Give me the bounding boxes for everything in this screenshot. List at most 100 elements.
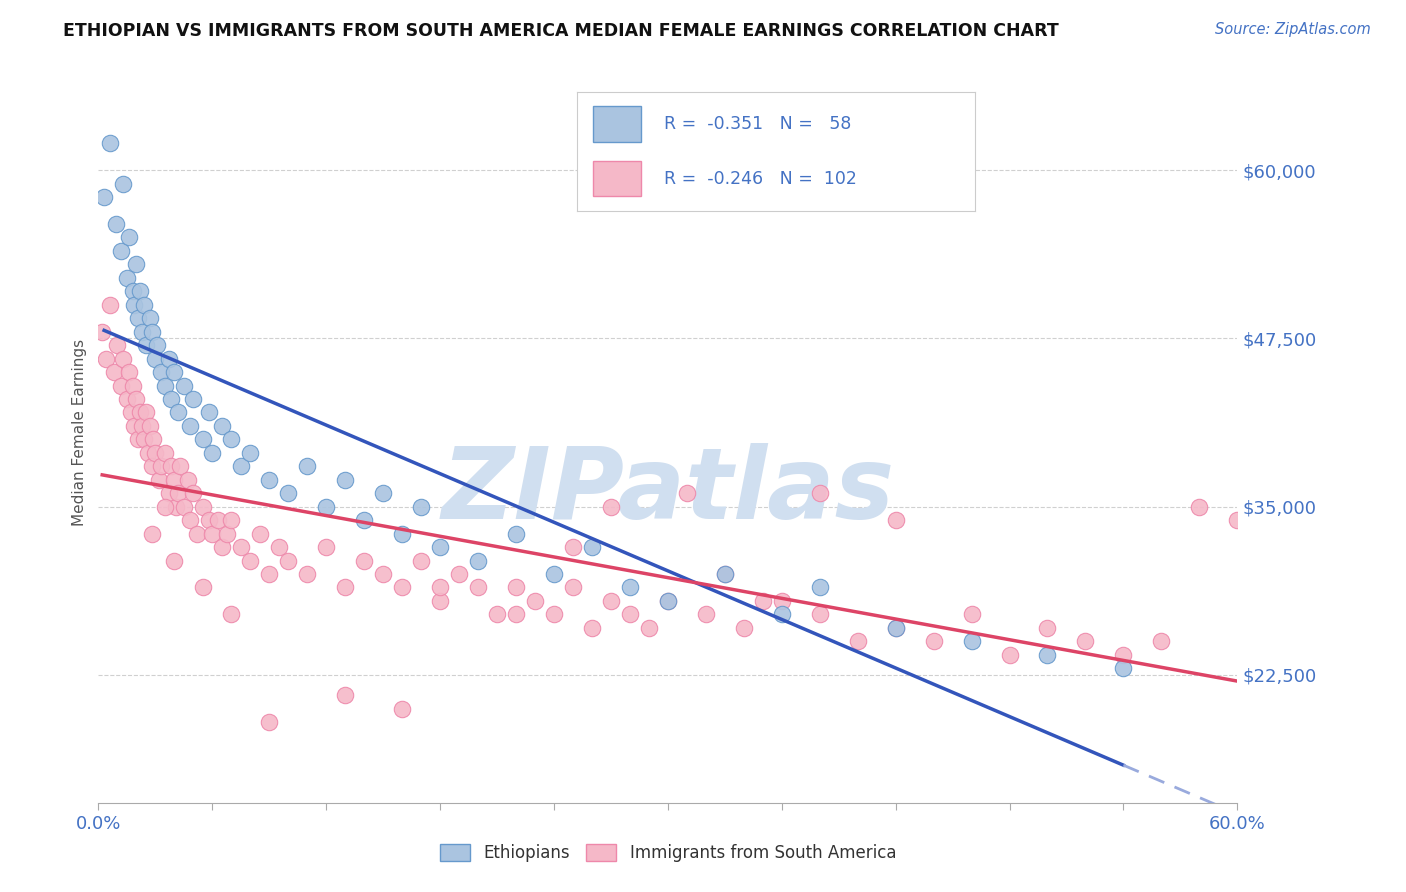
Point [124, 298, 146, 312]
Legend: Ethiopians, Immigrants from South America: Ethiopians, Immigrants from South Americ… [433, 837, 903, 869]
Point [638, 621, 661, 635]
Point [239, 446, 262, 460]
Point [142, 433, 165, 447]
Point [211, 418, 233, 433]
Point [1150, 634, 1173, 648]
Point [391, 701, 413, 715]
Point [107, 338, 129, 352]
Point [145, 351, 167, 366]
Point [221, 607, 243, 622]
Point [153, 378, 176, 392]
Point [429, 594, 451, 608]
Point [353, 513, 375, 527]
Text: ZIPatlas: ZIPatlas [441, 443, 894, 541]
Point [562, 581, 585, 595]
Point [129, 285, 152, 299]
Point [145, 446, 167, 460]
Point [135, 338, 157, 352]
Point [733, 621, 755, 635]
Point [183, 392, 205, 406]
Point [449, 566, 471, 581]
Point [118, 230, 141, 244]
Point [150, 365, 173, 379]
Point [115, 270, 138, 285]
Point [1036, 648, 1059, 662]
Point [112, 351, 135, 366]
Point [135, 405, 157, 419]
Point [1036, 621, 1059, 635]
Point [173, 378, 195, 392]
Point [371, 486, 394, 500]
Point [808, 607, 831, 622]
Point [159, 392, 181, 406]
Point [239, 553, 262, 567]
Point [132, 298, 155, 312]
Point [846, 634, 869, 648]
Point [131, 418, 153, 433]
Point [191, 500, 214, 514]
Point [201, 526, 224, 541]
Point [120, 405, 142, 419]
Point [150, 459, 173, 474]
Point [259, 566, 281, 581]
Point [153, 446, 176, 460]
Point [186, 526, 208, 541]
Point [1226, 513, 1249, 527]
Point [141, 526, 163, 541]
Point [505, 526, 527, 541]
Point [179, 513, 201, 527]
Point [315, 540, 337, 554]
Point [581, 540, 603, 554]
Point [543, 607, 565, 622]
Point [125, 392, 148, 406]
Point [259, 473, 281, 487]
Point [259, 714, 281, 729]
Point [91, 325, 114, 339]
Point [148, 473, 170, 487]
Point [391, 526, 413, 541]
Point [277, 486, 299, 500]
Point [167, 486, 190, 500]
Point [211, 540, 233, 554]
Point [127, 311, 149, 326]
Point [1188, 500, 1211, 514]
Point [371, 566, 394, 581]
Point [884, 513, 907, 527]
Point [165, 500, 187, 514]
Point [221, 513, 243, 527]
Point [960, 607, 983, 622]
Point [486, 607, 509, 622]
Point [391, 581, 413, 595]
Point [98, 136, 121, 151]
Point [543, 566, 565, 581]
Point [884, 621, 907, 635]
Point [157, 351, 180, 366]
Point [619, 607, 641, 622]
Point [297, 459, 319, 474]
Point [770, 594, 793, 608]
Point [167, 405, 190, 419]
Point [229, 540, 252, 554]
Point [335, 581, 357, 595]
Point [207, 513, 229, 527]
Point [131, 325, 153, 339]
Point [1112, 661, 1135, 675]
Point [249, 526, 271, 541]
Point [998, 648, 1021, 662]
Point [159, 459, 181, 474]
Point [191, 433, 214, 447]
Point [104, 217, 127, 231]
Point [221, 433, 243, 447]
Text: Source: ZipAtlas.com: Source: ZipAtlas.com [1215, 22, 1371, 37]
Point [125, 257, 148, 271]
Point [163, 473, 186, 487]
Point [191, 581, 214, 595]
Point [297, 566, 319, 581]
Point [179, 418, 201, 433]
Point [695, 607, 717, 622]
Point [183, 486, 205, 500]
Point [808, 581, 831, 595]
Point [138, 418, 160, 433]
Point [714, 566, 737, 581]
Point [884, 621, 907, 635]
